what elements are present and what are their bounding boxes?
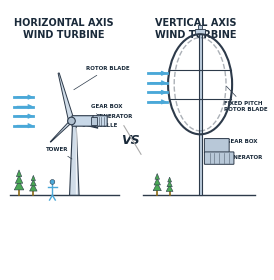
Text: GEAR BOX: GEAR BOX	[90, 104, 122, 114]
Text: TOWER: TOWER	[46, 147, 72, 159]
Text: GENERATOR: GENERATOR	[219, 155, 263, 160]
Bar	[199, 31, 202, 195]
Text: ROTOR BLADE: ROTOR BLADE	[74, 66, 129, 90]
Polygon shape	[16, 170, 22, 177]
Polygon shape	[30, 184, 37, 191]
Polygon shape	[154, 178, 161, 185]
Text: HORIZONTAL AXIS
WIND TURBINE: HORIZONTAL AXIS WIND TURBINE	[14, 18, 114, 40]
Polygon shape	[30, 179, 36, 186]
Text: NACELLE: NACELLE	[83, 123, 118, 128]
Polygon shape	[50, 120, 73, 142]
Polygon shape	[168, 177, 172, 182]
Polygon shape	[153, 183, 161, 191]
Polygon shape	[15, 175, 23, 183]
FancyBboxPatch shape	[204, 152, 234, 164]
Polygon shape	[70, 126, 79, 195]
Circle shape	[50, 179, 55, 184]
FancyBboxPatch shape	[204, 139, 229, 153]
FancyBboxPatch shape	[72, 116, 94, 126]
Polygon shape	[31, 175, 35, 181]
Text: GEAR BOX: GEAR BOX	[219, 139, 257, 144]
Polygon shape	[14, 181, 24, 190]
Bar	[92, 117, 97, 125]
Bar	[198, 25, 202, 29]
Polygon shape	[155, 174, 159, 179]
Polygon shape	[58, 73, 74, 122]
Text: GENERATOR: GENERATOR	[95, 114, 133, 119]
Text: VS: VS	[121, 134, 140, 146]
Bar	[195, 29, 205, 34]
Polygon shape	[166, 185, 173, 192]
Polygon shape	[167, 181, 172, 187]
Polygon shape	[71, 120, 98, 128]
FancyBboxPatch shape	[93, 116, 107, 126]
Text: VERTICAL AXIS
WIND TURBINE: VERTICAL AXIS WIND TURBINE	[155, 18, 236, 40]
Text: FIXED PITCH
ROTOR BLADE: FIXED PITCH ROTOR BLADE	[224, 86, 267, 112]
Circle shape	[68, 117, 75, 125]
